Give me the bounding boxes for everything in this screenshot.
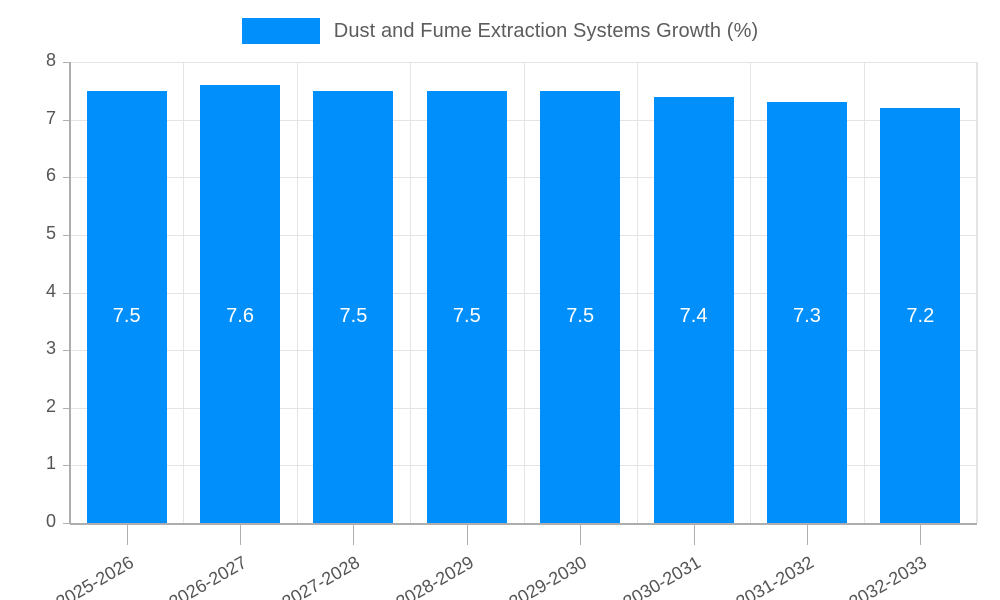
bar-data-label: 7.5	[339, 304, 368, 327]
bar[interactable]	[313, 90, 394, 523]
x-tick-mark	[467, 525, 468, 545]
x-tick-label: 2025-2026	[52, 552, 137, 600]
bar[interactable]	[426, 90, 507, 523]
gridline-horizontal	[70, 350, 977, 352]
bar-data-label: 7.6	[226, 304, 254, 327]
y-tick-mark	[63, 465, 70, 467]
x-tick-mark	[353, 525, 354, 545]
gridline-vertical	[410, 62, 411, 523]
legend-label: Dust and Fume Extraction Systems Growth …	[333, 19, 759, 42]
gridline-horizontal	[70, 234, 977, 236]
gridline-vertical	[297, 62, 298, 523]
bar-data-label: 7.5	[452, 304, 481, 327]
y-tick-label: 4	[45, 280, 56, 301]
y-tick-mark	[63, 292, 70, 294]
bar[interactable]	[653, 96, 734, 523]
bar-data-label: 7.5	[112, 304, 141, 327]
gridline-horizontal	[70, 292, 977, 294]
x-tick-mark	[127, 525, 128, 545]
x-tick-mark	[807, 525, 808, 545]
bar[interactable]	[540, 90, 621, 523]
gridline-vertical	[864, 62, 865, 523]
bar[interactable]	[766, 102, 847, 523]
y-tick-mark	[63, 523, 70, 524]
y-tick-label: 8	[45, 50, 56, 70]
y-tick-label: 3	[45, 338, 56, 359]
legend-color-swatch	[241, 18, 320, 44]
bar[interactable]	[880, 108, 961, 523]
x-tick-mark	[920, 525, 921, 545]
y-tick-label: 6	[45, 165, 56, 186]
y-tick-mark	[63, 234, 70, 236]
y-tick-label: 5	[45, 222, 56, 243]
y-tick-label: 7	[45, 107, 56, 128]
y-tick-mark	[63, 177, 70, 179]
y-tick-label: 2	[45, 395, 56, 416]
y-tick-label: 0	[45, 511, 56, 531]
plot-area: 7.5 7.6 7.5 7.5 7.5 7.4 7.3 7.2	[70, 62, 978, 524]
y-tick-mark	[63, 119, 70, 121]
gridline-horizontal	[70, 407, 977, 409]
chart-legend: Dust and Fume Extraction Systems Growth …	[0, 0, 1000, 62]
bar[interactable]	[86, 90, 167, 523]
y-tick-mark	[63, 350, 70, 352]
x-tick-mark	[580, 525, 581, 545]
bar-data-label: 7.2	[906, 304, 935, 327]
gridline-vertical	[637, 62, 638, 523]
x-tick-mark	[240, 525, 241, 545]
x-axis-line	[70, 523, 977, 525]
bar[interactable]	[200, 85, 281, 523]
y-tick-label: 1	[45, 453, 56, 474]
gridline-horizontal	[70, 62, 977, 63]
gridline-horizontal	[70, 177, 977, 179]
y-axis-line	[69, 62, 71, 524]
x-tick-mark	[694, 525, 695, 545]
gridline-vertical	[183, 62, 184, 523]
bar-data-label: 7.4	[679, 304, 708, 327]
gridline-horizontal	[70, 465, 977, 467]
bar-data-label: 7.5	[566, 304, 595, 327]
y-tick-mark	[63, 62, 70, 63]
gridline-vertical	[524, 62, 525, 523]
gridline-horizontal	[70, 119, 977, 121]
gridline-vertical	[977, 62, 978, 523]
y-tick-mark	[63, 407, 70, 409]
bar-data-label: 7.3	[793, 304, 821, 327]
gridline-vertical	[750, 62, 751, 523]
legend-item[interactable]: Dust and Fume Extraction Systems Growth …	[241, 18, 759, 44]
